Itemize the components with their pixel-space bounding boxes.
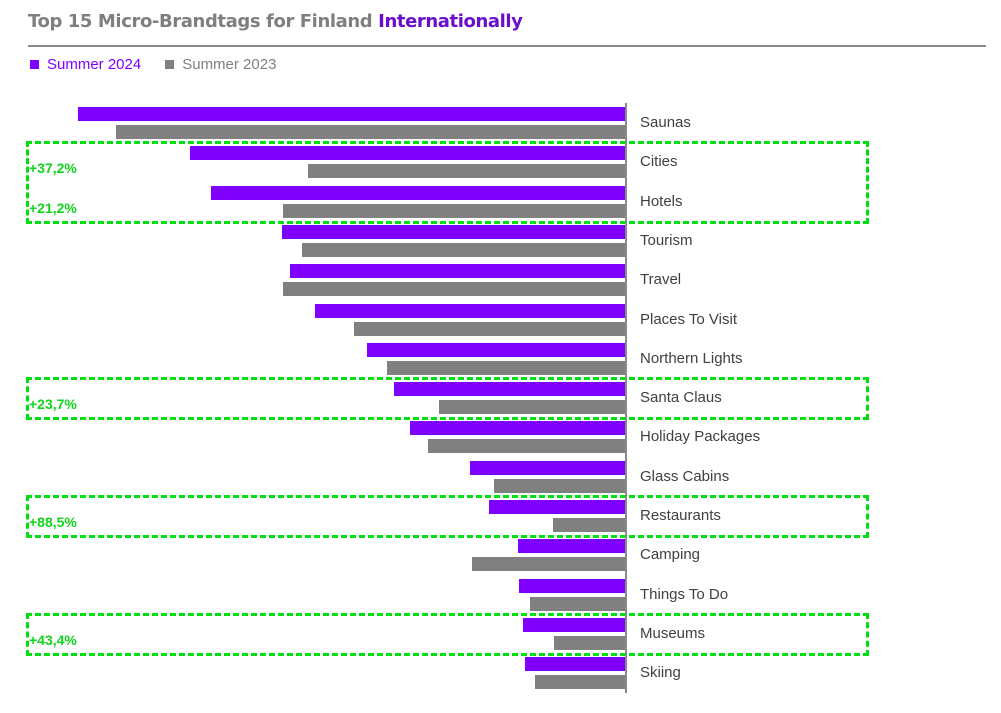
growth-annotation: +43,4% bbox=[29, 631, 77, 648]
legend-label: Summer 2023 bbox=[182, 56, 277, 73]
bar-places-to-visit-summer-2024 bbox=[315, 303, 625, 318]
bar-travel-summer-2023 bbox=[283, 282, 625, 297]
bar-tourism-summer-2024 bbox=[282, 224, 625, 239]
legend: Summer 2024 Summer 2023 bbox=[30, 56, 276, 73]
category-label-cities: Cities bbox=[640, 153, 678, 171]
category-axis bbox=[625, 103, 627, 693]
growth-annotation: +88,5% bbox=[29, 514, 77, 530]
bar-saunas-summer-2023 bbox=[116, 125, 625, 139]
bar-hotels-summer-2024 bbox=[211, 185, 625, 200]
highlight-box-museums bbox=[26, 612, 869, 657]
bar-santa-claus-summer-2024 bbox=[394, 382, 625, 397]
bar-camping-summer-2024 bbox=[518, 539, 625, 554]
bar-glass-cabins-summer-2023 bbox=[494, 478, 625, 493]
category-label-holiday-packages: Holiday Packages bbox=[640, 428, 761, 446]
bar-restaurants-summer-2023 bbox=[553, 518, 625, 532]
bar-santa-claus-summer-2023 bbox=[439, 400, 625, 415]
bar-cities-summer-2023 bbox=[308, 164, 625, 179]
category-label-skiing: Skiing bbox=[640, 664, 681, 682]
chart-title-highlight: Internationally bbox=[378, 11, 523, 32]
category-label-saunas: Saunas bbox=[640, 114, 691, 131]
bar-tourism-summer-2023 bbox=[302, 242, 625, 257]
bar-holiday-packages-summer-2023 bbox=[428, 439, 625, 454]
category-label-museums: Museums bbox=[640, 624, 706, 642]
bar-places-to-visit-summer-2023 bbox=[354, 321, 625, 336]
bar-things-to-do-summer-2024 bbox=[519, 578, 625, 593]
category-label-places-to-visit: Places To Visit bbox=[640, 310, 737, 328]
category-label-things-to-do: Things To Do bbox=[640, 585, 729, 603]
growth-annotation: +37,2% bbox=[29, 160, 77, 177]
category-label-santa-claus: Santa Claus bbox=[640, 389, 722, 407]
bar-holiday-packages-summer-2024 bbox=[410, 421, 625, 436]
bar-skiing-summer-2024 bbox=[525, 657, 625, 672]
chart-title-prefix: Top 15 Micro-Brandtags for Finland bbox=[28, 11, 379, 32]
bar-hotels-summer-2023 bbox=[283, 203, 625, 218]
bar-northern-lights-summer-2024 bbox=[367, 342, 625, 357]
category-label-northern-lights: Northern Lights bbox=[640, 349, 743, 367]
category-label-glass-cabins: Glass Cabins bbox=[640, 467, 730, 485]
bar-skiing-summer-2023 bbox=[535, 675, 625, 690]
legend-swatch-icon bbox=[165, 60, 175, 69]
legend-swatch-icon bbox=[30, 60, 39, 69]
category-label-tourism: Tourism bbox=[640, 231, 693, 249]
highlight-box-restaurants bbox=[26, 495, 869, 539]
bar-glass-cabins-summer-2024 bbox=[470, 460, 625, 475]
bar-cities-summer-2024 bbox=[190, 146, 625, 161]
title-divider bbox=[28, 45, 986, 47]
category-label-camping: Camping bbox=[640, 546, 701, 564]
growth-annotation: +23,7% bbox=[29, 396, 77, 413]
legend-item-summer-2024: Summer 2024 bbox=[30, 56, 141, 73]
highlight-box-cities-hotels bbox=[26, 141, 869, 224]
highlight-box-santa-claus bbox=[26, 377, 869, 421]
bar-northern-lights-summer-2023 bbox=[387, 360, 625, 375]
category-label-restaurants: Restaurants bbox=[640, 507, 721, 524]
legend-item-summer-2023: Summer 2023 bbox=[165, 56, 276, 73]
bar-restaurants-summer-2024 bbox=[489, 500, 625, 514]
bar-camping-summer-2023 bbox=[472, 557, 625, 572]
growth-annotation: +21,2% bbox=[29, 199, 77, 216]
bar-museums-summer-2023 bbox=[554, 635, 625, 650]
category-label-travel: Travel bbox=[640, 271, 682, 289]
bar-museums-summer-2024 bbox=[523, 617, 625, 632]
bar-things-to-do-summer-2023 bbox=[530, 596, 625, 611]
chart-title: Top 15 Micro-Brandtags for Finland Inter… bbox=[28, 11, 523, 32]
category-label-hotels: Hotels bbox=[640, 192, 683, 210]
legend-label: Summer 2024 bbox=[47, 56, 142, 73]
bar-travel-summer-2024 bbox=[290, 264, 625, 279]
bar-saunas-summer-2024 bbox=[78, 107, 625, 121]
